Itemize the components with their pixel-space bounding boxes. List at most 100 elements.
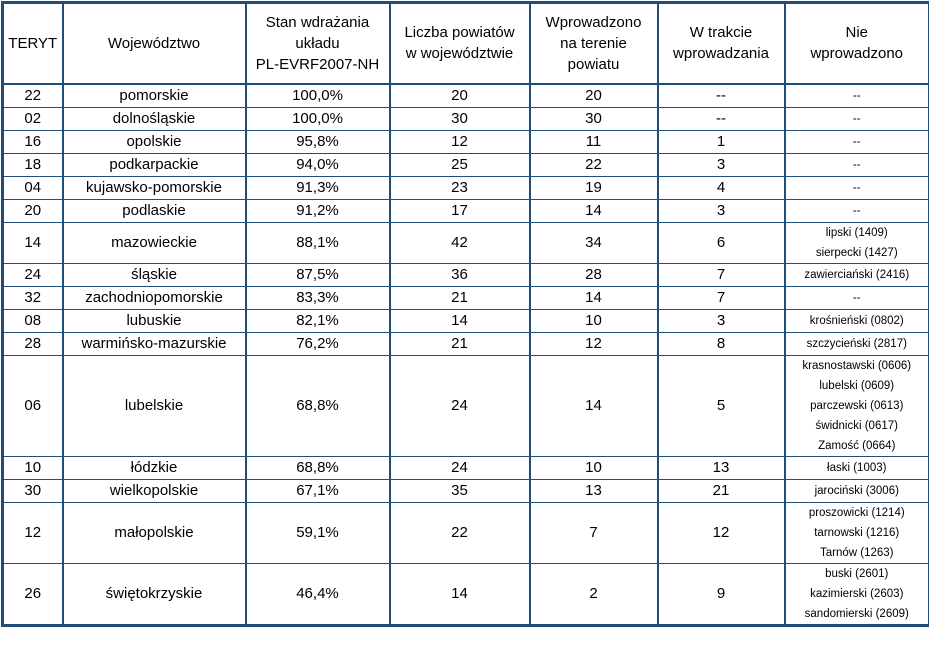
cell-wojewodztwo: lubelskie: [63, 355, 246, 456]
cell-wprowadzono: 14: [530, 355, 658, 456]
cell-stan: 46,4%: [246, 563, 390, 625]
col-header-w-trakcie: W trakcie wprowadzania: [658, 3, 785, 84]
cell-nie-wprowadzono: --: [785, 153, 929, 176]
cell-nie-wprowadzono: krasnostawski (0606) lubelski (0609) par…: [785, 355, 929, 456]
cell-nie-wprowadzono: krośnieński (0802): [785, 309, 929, 332]
cell-nie-wprowadzono: --: [785, 286, 929, 309]
cell-teryt: 06: [3, 355, 63, 456]
cell-stan: 95,8%: [246, 130, 390, 153]
cell-stan: 91,2%: [246, 199, 390, 222]
cell-liczba: 23: [390, 176, 530, 199]
cell-liczba: 35: [390, 479, 530, 502]
cell-wojewodztwo: mazowieckie: [63, 222, 246, 263]
cell-wprowadzono: 22: [530, 153, 658, 176]
cell-teryt: 18: [3, 153, 63, 176]
cell-wojewodztwo: wielkopolskie: [63, 479, 246, 502]
cell-teryt: 26: [3, 563, 63, 625]
cell-w-trakcie: 3: [658, 153, 785, 176]
header-row: TERYT Województwo Stan wdrażania układu …: [3, 3, 929, 84]
cell-wprowadzono: 7: [530, 502, 658, 563]
cell-teryt: 20: [3, 199, 63, 222]
cell-stan: 100,0%: [246, 107, 390, 130]
cell-nie-wprowadzono: jarociński (3006): [785, 479, 929, 502]
cell-teryt: 04: [3, 176, 63, 199]
cell-wojewodztwo: opolskie: [63, 130, 246, 153]
cell-liczba: 24: [390, 456, 530, 479]
cell-wprowadzono: 30: [530, 107, 658, 130]
cell-teryt: 12: [3, 502, 63, 563]
cell-liczba: 30: [390, 107, 530, 130]
cell-w-trakcie: 3: [658, 199, 785, 222]
cell-w-trakcie: 1: [658, 130, 785, 153]
cell-nie-wprowadzono: --: [785, 130, 929, 153]
cell-wprowadzono: 14: [530, 286, 658, 309]
cell-teryt: 24: [3, 263, 63, 286]
cell-w-trakcie: 7: [658, 263, 785, 286]
cell-stan: 68,8%: [246, 355, 390, 456]
cell-teryt: 16: [3, 130, 63, 153]
cell-nie-wprowadzono: --: [785, 107, 929, 130]
cell-wprowadzono: 13: [530, 479, 658, 502]
cell-w-trakcie: 7: [658, 286, 785, 309]
cell-liczba: 42: [390, 222, 530, 263]
cell-nie-wprowadzono: lipski (1409) sierpecki (1427): [785, 222, 929, 263]
cell-w-trakcie: 6: [658, 222, 785, 263]
cell-nie-wprowadzono: szczycieński (2817): [785, 332, 929, 355]
cell-stan: 59,1%: [246, 502, 390, 563]
cell-stan: 94,0%: [246, 153, 390, 176]
cell-liczba: 14: [390, 309, 530, 332]
col-header-nie-wprowadzono: Nie wprowadzono: [785, 3, 929, 84]
cell-wojewodztwo: zachodniopomorskie: [63, 286, 246, 309]
cell-wojewodztwo: pomorskie: [63, 84, 246, 108]
cell-stan: 91,3%: [246, 176, 390, 199]
cell-wojewodztwo: łódzkie: [63, 456, 246, 479]
cell-nie-wprowadzono: --: [785, 84, 929, 108]
cell-liczba: 20: [390, 84, 530, 108]
col-header-stan-wdrazania: Stan wdrażania układu PL-EVRF2007-NH: [246, 3, 390, 84]
col-header-wprowadzono: Wprowadzono na terenie powiatu: [530, 3, 658, 84]
cell-stan: 67,1%: [246, 479, 390, 502]
cell-stan: 83,3%: [246, 286, 390, 309]
cell-w-trakcie: --: [658, 84, 785, 108]
cell-wojewodztwo: śląskie: [63, 263, 246, 286]
cell-liczba: 12: [390, 130, 530, 153]
cell-wojewodztwo: podkarpackie: [63, 153, 246, 176]
cell-teryt: 14: [3, 222, 63, 263]
cell-stan: 76,2%: [246, 332, 390, 355]
cell-teryt: 08: [3, 309, 63, 332]
cell-wprowadzono: 28: [530, 263, 658, 286]
cell-stan: 100,0%: [246, 84, 390, 108]
cell-liczba: 21: [390, 286, 530, 309]
cell-wojewodztwo: małopolskie: [63, 502, 246, 563]
cell-teryt: 30: [3, 479, 63, 502]
cell-liczba: 17: [390, 199, 530, 222]
cell-wprowadzono: 19: [530, 176, 658, 199]
cell-liczba: 22: [390, 502, 530, 563]
cell-wojewodztwo: kujawsko-pomorskie: [63, 176, 246, 199]
cell-teryt: 10: [3, 456, 63, 479]
cell-w-trakcie: 8: [658, 332, 785, 355]
cell-nie-wprowadzono: --: [785, 199, 929, 222]
cell-wprowadzono: 10: [530, 309, 658, 332]
cell-w-trakcie: 4: [658, 176, 785, 199]
cell-nie-wprowadzono: buski (2601) kazimierski (2603) sandomie…: [785, 563, 929, 625]
cell-liczba: 36: [390, 263, 530, 286]
col-header-wojewodztwo: Województwo: [63, 3, 246, 84]
cell-wprowadzono: 11: [530, 130, 658, 153]
cell-wprowadzono: 14: [530, 199, 658, 222]
voivodeship-implementation-table: TERYT Województwo Stan wdrażania układu …: [1, 1, 929, 627]
cell-stan: 68,8%: [246, 456, 390, 479]
cell-liczba: 24: [390, 355, 530, 456]
cell-wojewodztwo: dolnośląskie: [63, 107, 246, 130]
